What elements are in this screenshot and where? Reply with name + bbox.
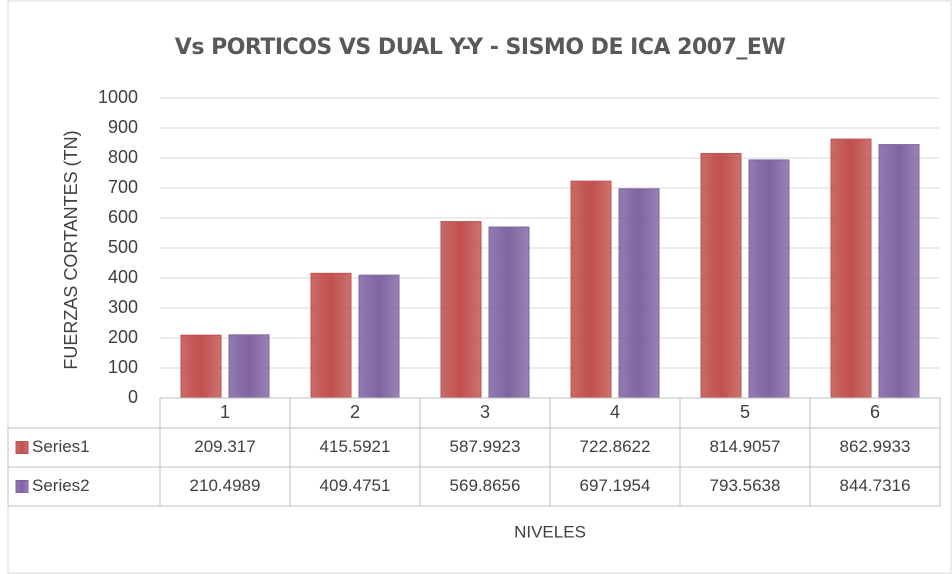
- x-axis-title: NIVELES: [514, 522, 586, 541]
- bar: [700, 153, 742, 399]
- legend-label: Series1: [32, 437, 90, 456]
- y-tick-label: 900: [108, 117, 138, 137]
- y-tick-label: 500: [108, 237, 138, 257]
- y-axis-title: FUERZAS CORTANTES (TN): [61, 130, 81, 369]
- y-tick-label: 200: [108, 327, 138, 347]
- bar: [488, 226, 530, 399]
- bar: [310, 272, 352, 399]
- table-cell: 862.9933: [840, 437, 911, 456]
- table-cell: 210.4989: [190, 476, 261, 495]
- legend-key: [15, 441, 29, 454]
- x-tick-label: 6: [870, 402, 880, 422]
- table-cell: 814.9057: [710, 437, 781, 456]
- y-tick-label: 100: [108, 357, 138, 377]
- y-tick-label: 400: [108, 267, 138, 287]
- table-cell: 697.1954: [580, 476, 651, 495]
- legend-label: Series2: [32, 476, 90, 495]
- table-cell: 415.5921: [320, 437, 391, 456]
- table-cell: 722.8622: [580, 437, 651, 456]
- y-tick-label: 700: [108, 177, 138, 197]
- table-cell: 209.317: [194, 437, 255, 456]
- legend-key: [15, 480, 29, 493]
- table-cell: 569.8656: [450, 476, 521, 495]
- x-tick-label: 2: [350, 402, 360, 422]
- bar: [618, 188, 660, 399]
- bar: [878, 144, 920, 399]
- y-tick-label: 600: [108, 207, 138, 227]
- bar: [830, 138, 872, 399]
- bar: [570, 180, 612, 399]
- bar: [180, 334, 222, 399]
- x-tick-label: 3: [480, 402, 490, 422]
- x-tick-label: 4: [610, 402, 620, 422]
- x-tick-label: 1: [220, 402, 230, 422]
- chart-title: Vs PORTICOS VS DUAL Y-Y - SISMO DE ICA 2…: [175, 35, 786, 60]
- x-tick-label: 5: [740, 402, 750, 422]
- y-tick-label: 0: [128, 387, 138, 407]
- table-cell: 844.7316: [840, 476, 911, 495]
- bar: [228, 334, 270, 399]
- table-cell: 793.5638: [710, 476, 781, 495]
- bar: [358, 274, 400, 399]
- bar: [748, 159, 790, 399]
- y-tick-label: 800: [108, 147, 138, 167]
- y-tick-label: 1000: [98, 87, 138, 107]
- bar: [440, 221, 482, 399]
- table-cell: 409.4751: [320, 476, 391, 495]
- y-tick-label: 300: [108, 297, 138, 317]
- table-cell: 587.9923: [450, 437, 521, 456]
